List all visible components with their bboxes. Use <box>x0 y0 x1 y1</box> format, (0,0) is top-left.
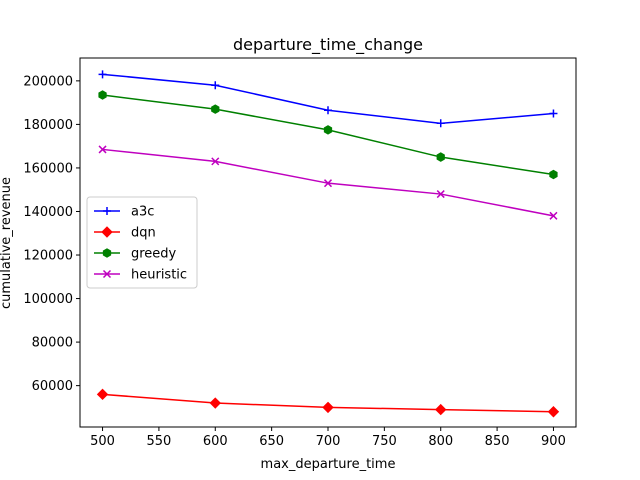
data-point-dqn <box>547 406 560 418</box>
y-tick-label: 60000 <box>32 379 73 394</box>
data-point-dqn <box>209 397 221 409</box>
data-point-heuristic <box>323 179 333 188</box>
x-tick-label: 900 <box>541 434 566 449</box>
legend-label-dqn: dqn <box>131 226 156 241</box>
legend: a3c dqn greedy heuristic <box>86 196 198 289</box>
y-tick-label: 100000 <box>23 292 73 307</box>
data-point-greedy <box>436 152 445 162</box>
data-point-a3c <box>211 81 220 90</box>
x-tick-label: 800 <box>428 434 453 449</box>
legend-box <box>86 196 198 289</box>
legend-marker-heuristic <box>102 269 112 279</box>
x-tick-label: 600 <box>203 434 228 449</box>
x-tick-label: 550 <box>146 434 171 449</box>
x-tick-label: 850 <box>485 434 510 449</box>
data-point-heuristic <box>436 190 445 199</box>
data-point-a3c <box>98 70 107 79</box>
data-point-dqn <box>435 403 447 416</box>
y-tick-label: 200000 <box>23 74 73 89</box>
plot-area: 500 550 600 650 700 750 800 850 900 60000 80000 100… <box>23 57 577 449</box>
data-point-heuristic <box>211 157 220 166</box>
x-tick-label: 700 <box>316 434 341 449</box>
data-point-a3c <box>436 119 445 128</box>
data-point-a3c <box>324 106 332 115</box>
y-tick-label: 180000 <box>23 118 73 133</box>
data-point-greedy <box>98 90 107 100</box>
legend-marker-greedy <box>102 248 112 258</box>
y-tick-label: 80000 <box>32 336 73 351</box>
legend-marker-a3c <box>103 207 111 215</box>
chart-title: departure_time_change <box>233 35 423 55</box>
legend-label-greedy: greedy <box>131 247 177 262</box>
data-point-greedy <box>323 125 333 135</box>
legend-marker-dqn <box>101 226 113 238</box>
legend-label-a3c: a3c <box>131 205 154 220</box>
data-point-heuristic <box>549 211 558 220</box>
data-point-heuristic <box>98 145 107 154</box>
data-point-greedy <box>211 104 220 114</box>
x-tick-label: 500 <box>90 434 115 449</box>
y-tick-label: 120000 <box>23 249 73 264</box>
data-point-dqn <box>96 388 109 401</box>
y-tick-label: 140000 <box>23 205 73 220</box>
x-axis-label: max_departure_time <box>261 457 396 472</box>
y-tick-label: 160000 <box>23 161 73 176</box>
data-point-greedy <box>549 169 558 180</box>
series-line-a3c <box>102 73 554 125</box>
x-tick-label: 750 <box>372 434 397 449</box>
legend-label-heuristic: heuristic <box>131 268 187 283</box>
data-point-dqn <box>322 401 334 414</box>
data-point-a3c <box>549 109 558 118</box>
x-tick-label: 650 <box>259 434 284 449</box>
y-axis-label: cumulative_revenue <box>0 177 14 309</box>
